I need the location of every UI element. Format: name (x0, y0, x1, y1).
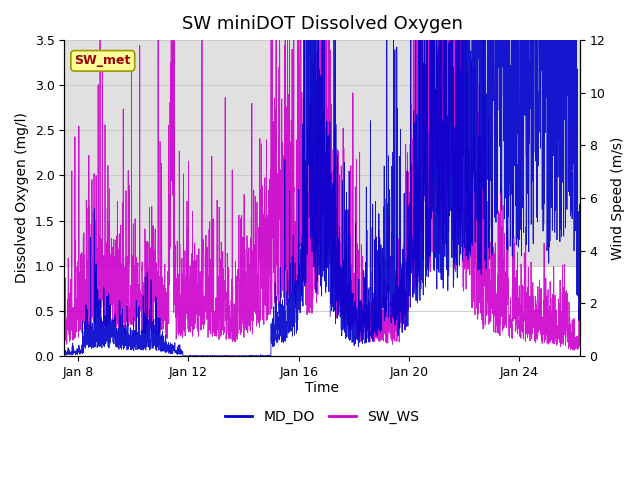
Legend: MD_DO, SW_WS: MD_DO, SW_WS (219, 404, 425, 429)
X-axis label: Time: Time (305, 382, 339, 396)
Y-axis label: Wind Speed (m/s): Wind Speed (m/s) (611, 136, 625, 260)
Text: SW_met: SW_met (75, 54, 131, 67)
Title: SW miniDOT Dissolved Oxygen: SW miniDOT Dissolved Oxygen (182, 15, 463, 33)
Bar (64, 40, 580, 266)
Y-axis label: Dissolved Oxygen (mg/l): Dissolved Oxygen (mg/l) (15, 113, 29, 284)
